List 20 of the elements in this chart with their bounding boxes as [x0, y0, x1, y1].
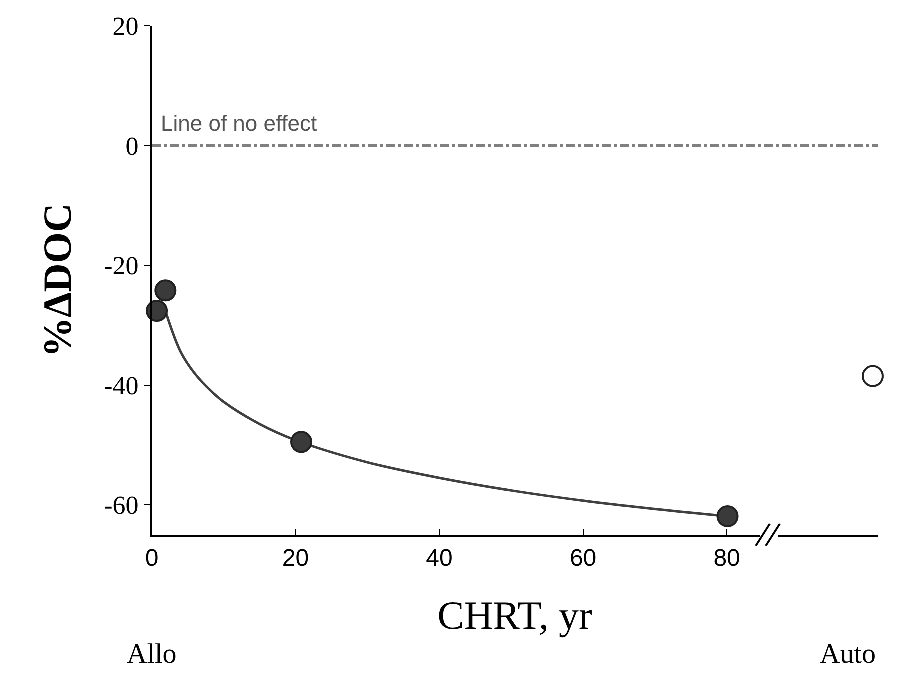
ref-line-label: Line of no effect	[161, 111, 318, 136]
y-tick-label: 0	[126, 132, 139, 161]
x-tick-label: 80	[714, 544, 740, 572]
y-tick-label: 20	[112, 12, 139, 42]
x-tick-label: 0	[145, 544, 159, 572]
text: Allo	[127, 639, 177, 670]
y-tick-label: -60	[104, 491, 139, 520]
y-tick-label: -40	[104, 371, 139, 400]
point	[862, 365, 884, 388]
x-tick-label: 20	[282, 544, 310, 572]
y-axis-title: %ΔDOC	[35, 204, 80, 358]
point	[716, 505, 739, 528]
y-tick-label: -20	[104, 252, 139, 281]
x-axis-title: CHRT, yr	[438, 592, 592, 638]
point	[154, 280, 177, 302]
point	[146, 300, 168, 322]
point	[290, 431, 313, 454]
x-tick-label: 40	[426, 544, 453, 572]
x-tick-label: 60	[570, 544, 597, 572]
text: Auto	[820, 639, 876, 670]
